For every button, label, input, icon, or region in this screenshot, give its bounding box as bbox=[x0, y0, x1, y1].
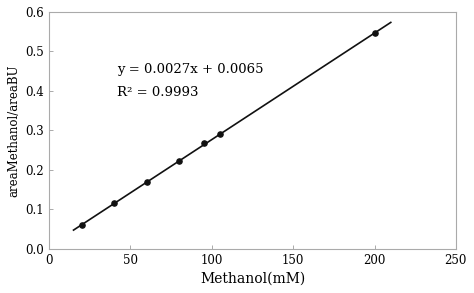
Point bbox=[175, 159, 183, 163]
Point bbox=[78, 222, 85, 227]
Point bbox=[216, 132, 224, 137]
Point bbox=[200, 140, 208, 145]
Text: R² = 0.9993: R² = 0.9993 bbox=[118, 86, 199, 99]
Y-axis label: areaMethanol/areaBU: areaMethanol/areaBU bbox=[7, 64, 20, 197]
Point bbox=[371, 31, 378, 35]
Point bbox=[110, 201, 118, 206]
Text: y = 0.0027x + 0.0065: y = 0.0027x + 0.0065 bbox=[118, 63, 264, 76]
Point bbox=[143, 180, 151, 185]
X-axis label: Methanol(mM): Methanol(mM) bbox=[200, 272, 305, 286]
